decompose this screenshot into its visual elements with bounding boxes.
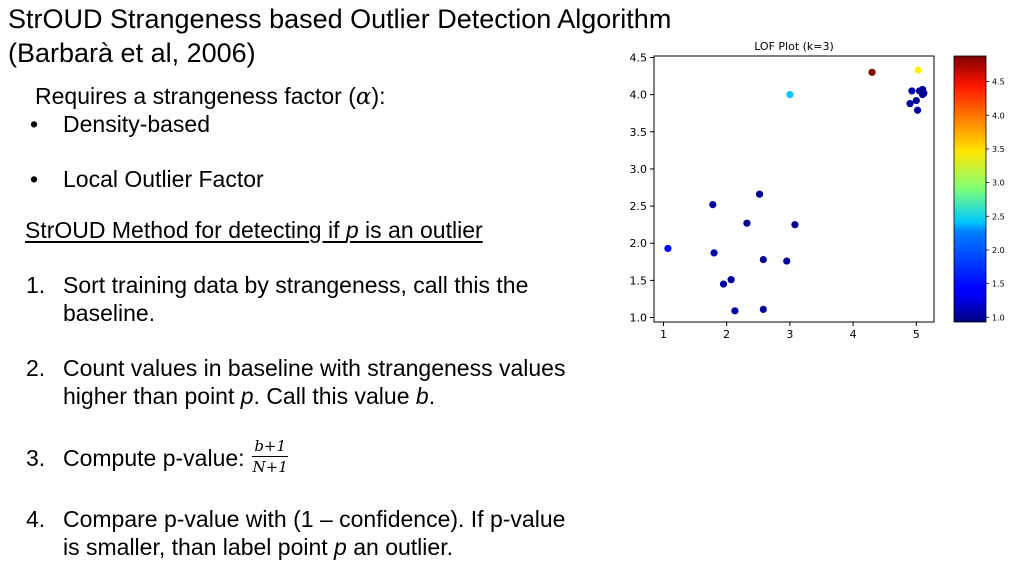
bullet-density-based: Density-based [63,111,211,137]
step2-line1: Count values in baseline with strangenes… [63,355,566,381]
y-tick-label: 3.0 [630,163,648,176]
step4-var-p: p [334,534,347,560]
colorbar-gradient [953,55,987,323]
colorbar: 1.0 1.5 2.0 2.5 3.0 3.5 4.0 4.5 [953,55,1005,323]
x-tick-label: 5 [913,328,920,341]
scatter-point [664,244,672,253]
slide-title-line2: (Barbarà et al, 2006) [8,38,256,68]
colorbar-tick-label: 1.5 [992,280,1005,289]
step3-text: Compute p-value: [63,445,245,471]
y-tick-label: 1.0 [630,312,648,325]
p-value-fraction: b+1 N+1 [251,437,290,476]
colorbar-tick-label: 3.5 [992,145,1005,154]
bullet-local-outlier-factor: Local Outlier Factor [63,166,264,192]
method-prefix: StrOUD Method for detecting if [25,217,346,243]
step-number: 3. [26,445,46,471]
colorbar-tick-label: 2.0 [992,246,1005,255]
step4-line2: is smaller, than label point p an outlie… [63,533,453,561]
alpha-symbol: α [355,84,372,110]
scatter-point [727,276,735,284]
scatter-point [914,66,922,74]
step2-var-p: p [240,383,254,409]
plot-frame [653,55,935,323]
step4-prefix: is smaller, than label point [63,534,335,560]
scatter-point [759,255,767,264]
x-tick-label: 2 [723,328,730,341]
requires-prefix: Requires a strangeness factor ( [35,83,356,109]
scatter-point [755,190,764,198]
step2-prefix: higher than point [63,383,241,409]
lof-scatter-chart: LOF Plot (k=3) 1.01.52.02.53.03.54.04.5 … [630,40,1005,341]
step-number: 2. [26,355,46,381]
fraction-numerator: b+1 [252,436,289,457]
step-number: 1. [26,272,46,298]
colorbar-tick-label: 2.5 [992,212,1005,221]
colorbar-tick-label: 4.0 [992,111,1005,120]
chart-title: LOF Plot (k=3) [754,40,834,53]
bullet-marker: • [30,166,39,192]
y-tick-label: 2.5 [630,200,648,213]
scatter-point [786,91,794,99]
scatter-point [908,87,916,95]
step2-suffix: . [428,383,436,409]
y-tick-label: 4.5 [630,51,648,64]
method-var: p [345,217,359,243]
step-number: 4. [26,506,46,532]
colorbar-tick-label: 3.0 [992,179,1005,188]
scatter-point [719,280,728,288]
scatter-point [791,221,799,229]
step1-line1: Sort training data by strangeness, call … [63,272,529,298]
x-tick-label: 4 [850,328,857,341]
step4-suffix: an outlier. [346,534,453,560]
method-suffix: is an outlier [358,217,483,243]
requires-suffix: ): [371,83,386,109]
scatter-point [920,89,928,97]
slide-title-line1: StrOUD Strangeness based Outlier Detecti… [8,4,672,34]
scatter-point [913,106,922,114]
x-tick-label: 3 [786,328,793,341]
y-tick-label: 3.5 [630,126,648,139]
step2-mid: . Call this value [253,383,416,409]
bullet-marker: • [30,111,39,137]
scatter-point [731,307,739,315]
step4-line1: Compare p-value with (1 – confidence). I… [63,506,566,532]
y-tick-label: 1.5 [630,274,648,287]
step2-var-b: b [415,383,429,409]
scatter-point [710,249,718,257]
scatter-point [906,99,914,108]
scatter-point [912,96,920,105]
step3-line: Compute p-value: b+1 N+1 [63,434,290,482]
colorbar-tick-label: 1.0 [992,313,1005,322]
scatter-point [709,201,717,209]
scatter-point [743,219,751,227]
step2-line2: higher than point p. Call this value b. [63,382,435,410]
slide-title: StrOUD Strangeness based Outlier Detecti… [8,2,671,70]
method-heading: StrOUD Method for detecting if p is an o… [25,216,483,244]
plot-area [664,66,928,315]
scatter-point [783,257,791,265]
y-tick-label: 4.0 [630,89,648,102]
scatter-point [868,68,876,76]
y-tick-label: 2.0 [630,237,648,250]
fraction-denominator: N+1 [252,457,288,476]
step1-line2: baseline. [63,300,156,326]
requires-line: Requires a strangeness factor (α): [35,82,386,111]
colorbar-tick-label: 4.5 [992,78,1005,87]
scatter-point [759,305,767,313]
x-tick-label: 1 [660,328,667,341]
